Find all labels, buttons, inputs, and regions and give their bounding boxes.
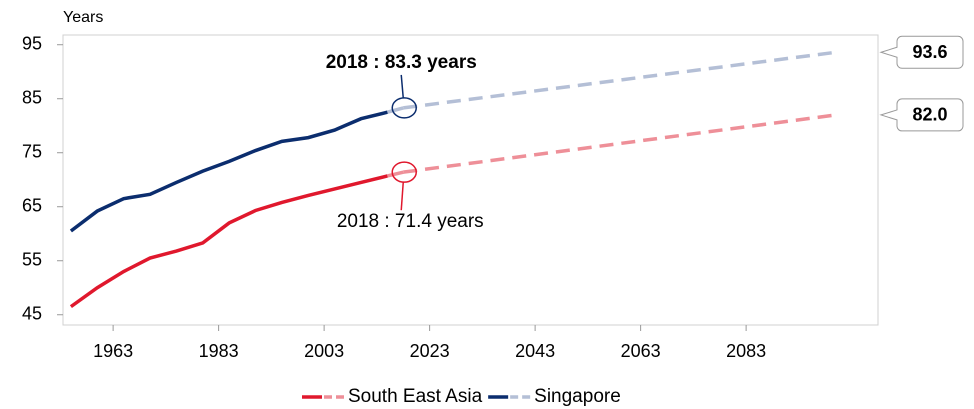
y-tick-label: 55 [22, 249, 42, 269]
end-value-label: 93.6 [912, 42, 947, 62]
x-tick-label: 2003 [304, 341, 344, 361]
x-tick-label: 2023 [410, 341, 450, 361]
x-tick-label: 1983 [199, 341, 239, 361]
x-tick-label: 2063 [621, 341, 661, 361]
legend-label: Singapore [534, 386, 621, 407]
history-line [69, 110, 388, 233]
history-line [69, 174, 388, 309]
x-tick-label: 2043 [515, 341, 555, 361]
legend-item: Singapore [488, 386, 621, 407]
y-axis-label: Years [63, 9, 103, 26]
callout-box [879, 98, 964, 132]
projection-line [403, 113, 837, 174]
x-tick-label: 2083 [726, 341, 766, 361]
annotation: 2018 : 71.4 years [337, 211, 484, 232]
y-tick-label: 75 [22, 141, 42, 161]
annotation-leader [400, 182, 404, 211]
projection-link [387, 170, 404, 178]
callout-box [879, 35, 964, 69]
legend-label: South East Asia [348, 386, 483, 407]
end-value-label: 82.0 [912, 105, 947, 125]
projection-line [403, 50, 837, 110]
y-tick-label: 65 [22, 195, 42, 215]
annotation: 2018 : 83.3 years [326, 52, 477, 73]
y-tick-label: 85 [22, 87, 42, 107]
annotation-leader [400, 74, 404, 98]
plot-area [62, 34, 879, 326]
x-tick-label: 1963 [93, 341, 133, 361]
annotation-circle [391, 97, 417, 119]
projection-link [386, 106, 404, 114]
legend-item: South East Asia [302, 386, 483, 407]
y-tick-label: 45 [22, 303, 42, 323]
annotation-circle [391, 161, 417, 183]
y-tick-label: 95 [22, 33, 42, 53]
